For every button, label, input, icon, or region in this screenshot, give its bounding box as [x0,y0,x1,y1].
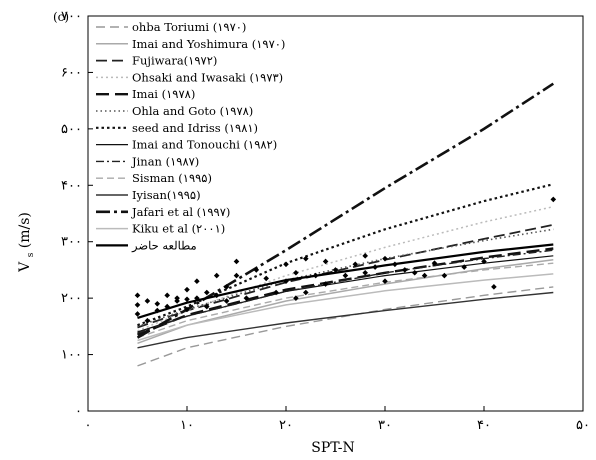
observation-point [382,256,388,262]
observation-point [293,270,299,276]
observation-point [214,273,220,279]
observation-point [283,261,289,267]
y-tick-label: ۶۰۰ [61,65,82,80]
legend-label-3: Fujiwara(۱۹۷۲) [132,54,217,68]
y-tick-label: ۵۰۰ [61,122,82,137]
x-tick-label: ۳۰ [378,418,392,433]
y-axis-title-symbol: V [17,261,33,273]
x-tick-label: ۵۰ [576,418,590,433]
observation-point [491,284,497,290]
y-tick-label: ۴۰۰ [61,178,82,193]
observation-point [343,273,349,279]
y-tick-label: ۳۰۰ [61,235,82,250]
observation-point [263,276,269,282]
observation-point [194,278,200,284]
x-tick-label: ۴۰ [477,418,491,433]
svg-text:V s (m/s): V s (m/s) [17,212,37,273]
legend-label-12: Jafari et al (۱۹۹۷) [131,205,230,219]
observation-point [372,264,378,270]
legend-label-6: Ohla and Goto (۱۹۷۸) [132,104,253,118]
observation-point [402,267,408,273]
observation-point [412,270,418,276]
observation-point [362,253,368,259]
y-axis-title-units: (m/s) [17,212,33,248]
y-axis-title-subscript: s [26,252,36,257]
observation-point [184,287,190,293]
legend-label-8: Imai and Tonouchi (۱۹۸۲) [132,138,277,152]
observation-point [135,293,141,299]
panel-label: (c) [53,10,69,24]
observation-point [551,197,557,203]
observation-point [234,259,240,265]
legend-label-14: مطالعه حاضر [131,238,197,252]
observation-point [204,290,210,296]
observation-point [313,273,319,279]
x-tick-label: ۲۰ [279,418,293,433]
observation-point [303,290,309,296]
legend-label-1: ohba Toriumi (۱۹۷۰) [132,20,246,34]
observation-point [234,273,240,279]
y-axis-title: V s (m/s) [17,212,37,273]
y-tick-label: ۱۰۰ [61,348,82,363]
observation-point [145,298,151,304]
x-axis-title: SPT-N [311,440,355,456]
legend-label-13: Kiku et al (۲۰۰۱) [132,222,225,236]
x-tick-label: ۱۰ [180,418,194,433]
observation-point [135,302,141,308]
legend: ohba Toriumi (۱۹۷۰) Imai and Yoshimura (۱… [96,20,285,252]
observation-point [392,261,398,267]
legend-label-2: Imai and Yoshimura (۱۹۷۰) [132,37,285,51]
legend-label-10: Sisman (۱۹۹۵) [132,171,212,185]
observation-point [164,293,170,299]
legend-label-11: Iyisan(۱۹۹۵) [132,188,201,202]
legend-label-9: Jinan (۱۹۸۷) [131,154,199,168]
legend-label-5: Imai (۱۹۷۸) [132,87,195,101]
legend-label-7: seed and Idriss (۱۹۸۱) [132,121,258,135]
observation-point [442,273,448,279]
observation-point [135,311,141,317]
legend-label-4: Ohsaki and Iwasaki (۱۹۷۳) [132,70,283,84]
y-tick-label: ۲۰۰ [61,291,82,306]
x-tick-label: ۰ [85,418,92,433]
y-tick-label: ۰ [75,404,82,419]
observation-point [174,298,180,304]
observation-point [145,318,151,324]
observation-point [155,301,161,307]
